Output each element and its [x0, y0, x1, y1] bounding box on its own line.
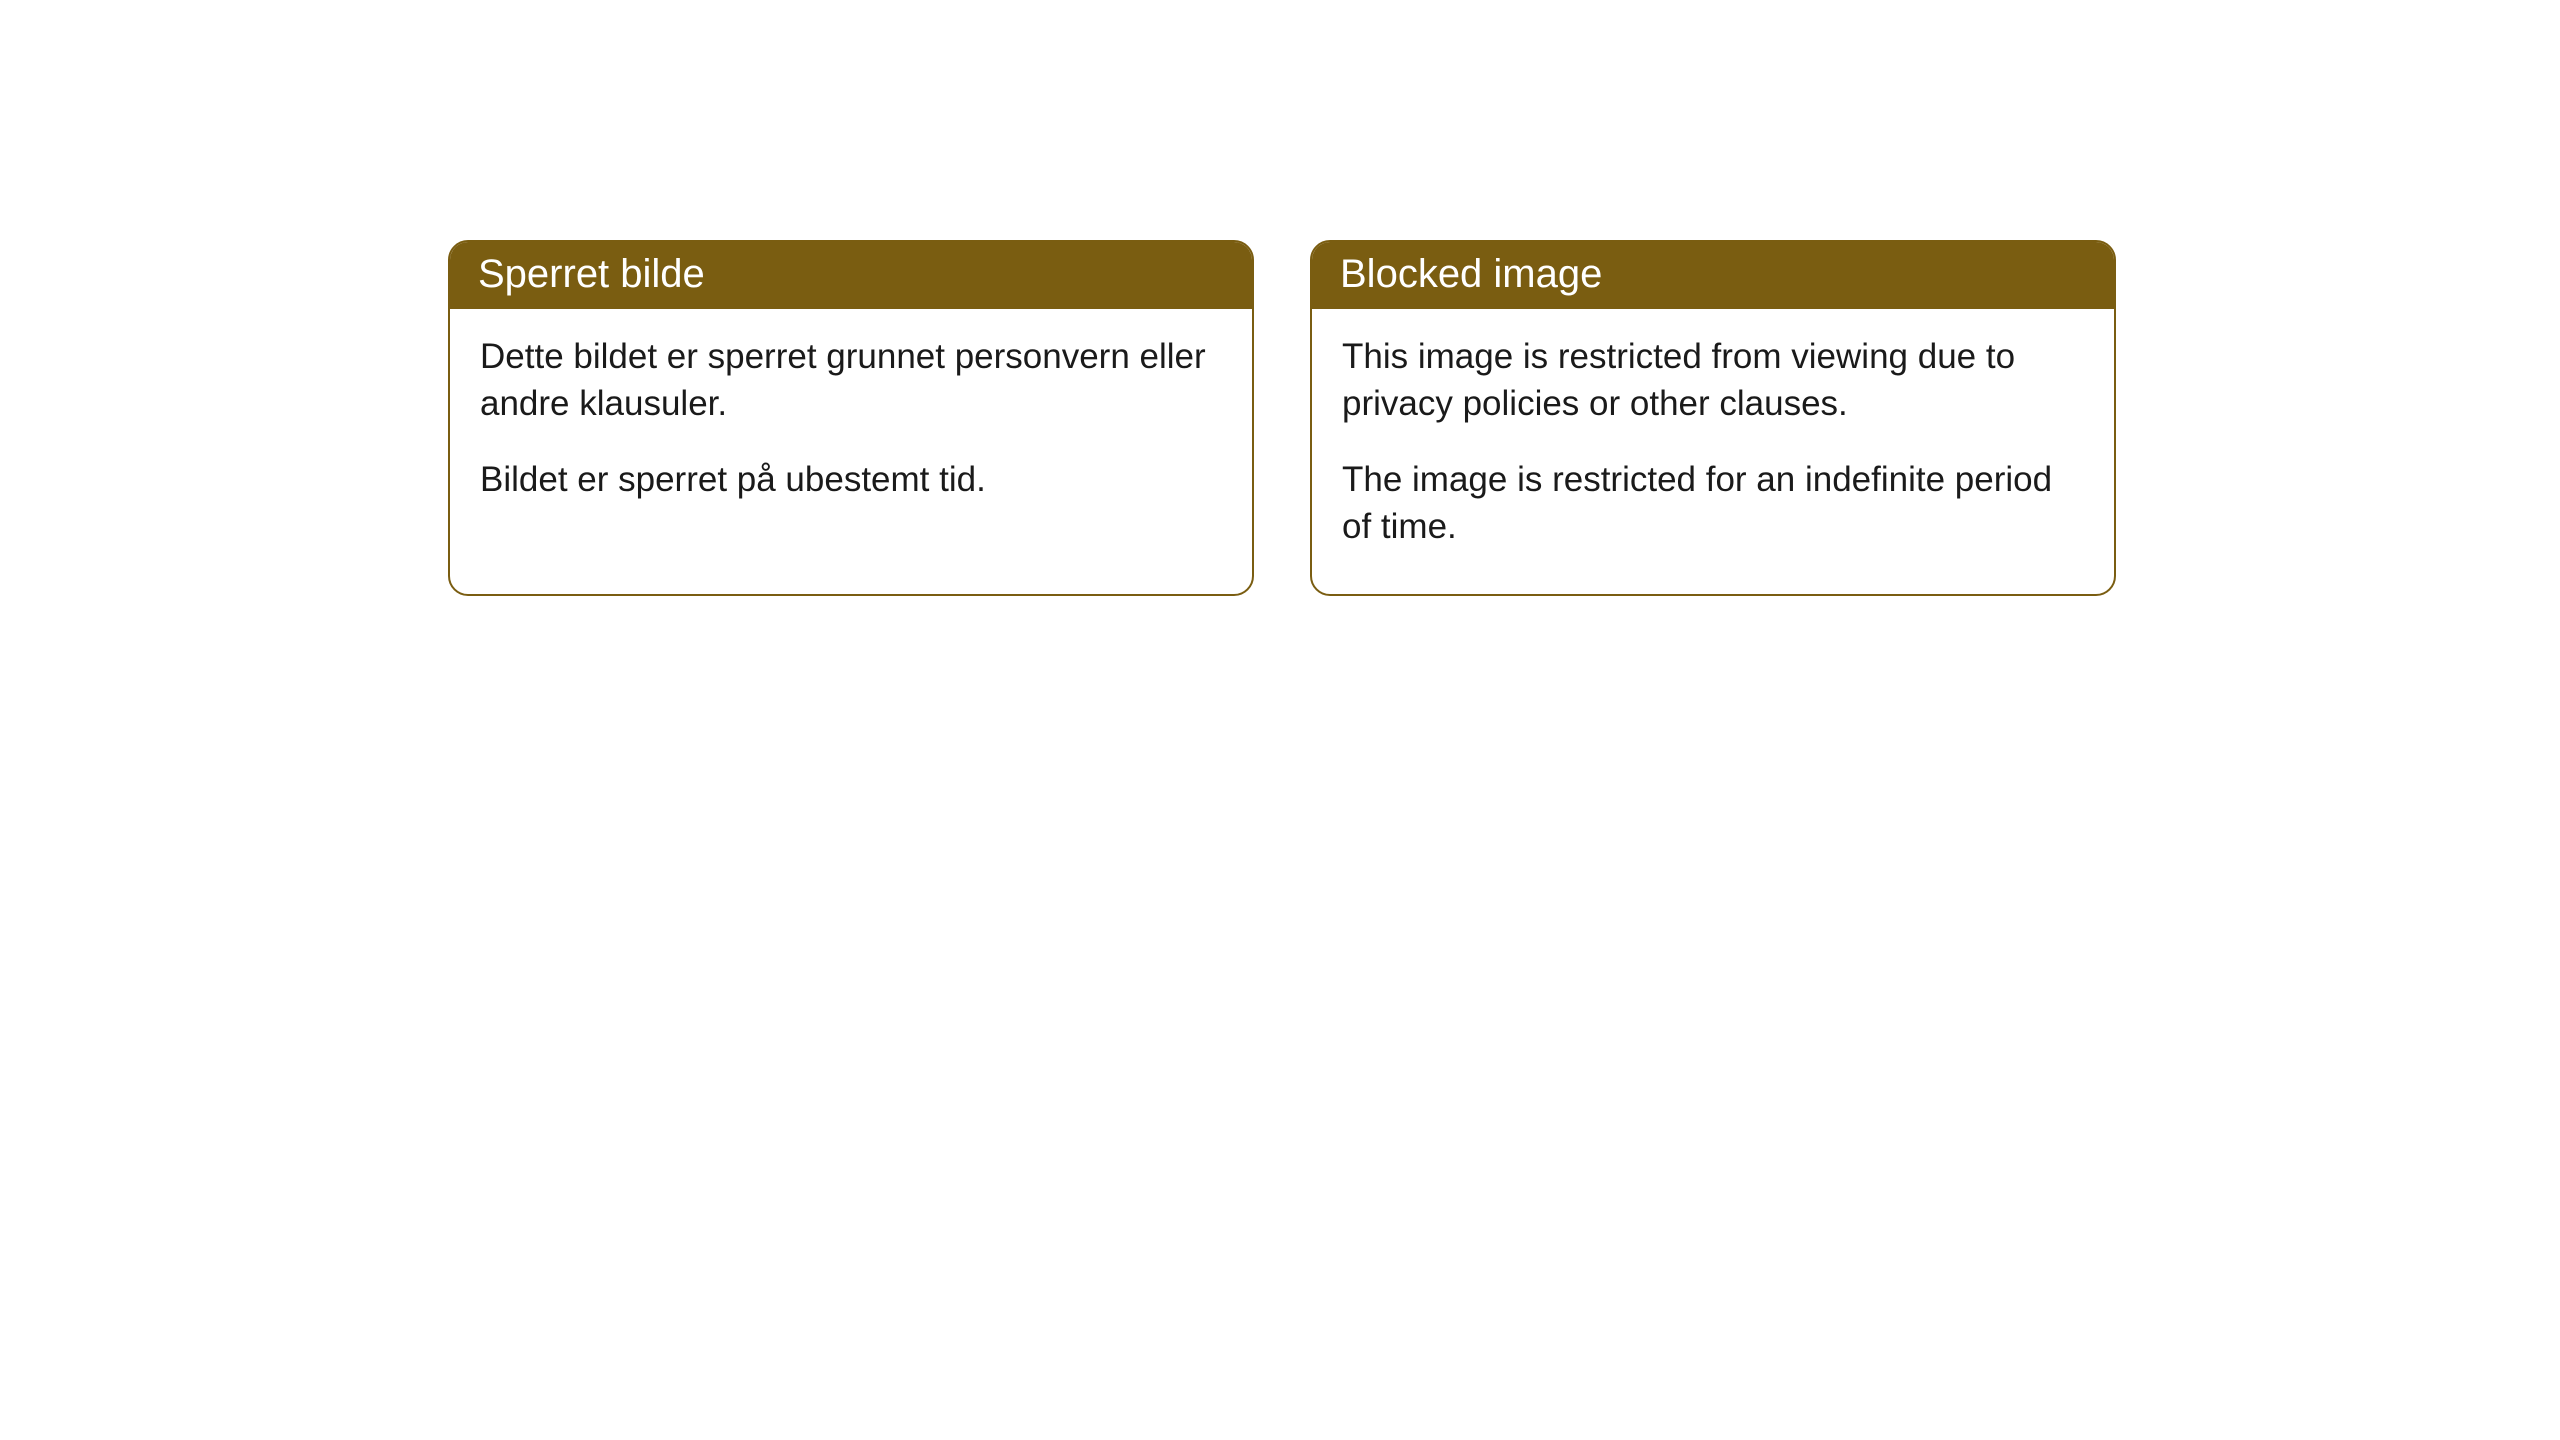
card-title: Blocked image: [1340, 252, 1602, 296]
card-paragraph: Bildet er sperret på ubestemt tid.: [480, 456, 1222, 503]
card-body: Dette bildet er sperret grunnet personve…: [450, 309, 1252, 547]
card-paragraph: This image is restricted from viewing du…: [1342, 333, 2084, 428]
card-title: Sperret bilde: [478, 252, 705, 296]
card-body: This image is restricted from viewing du…: [1312, 309, 2114, 594]
card-paragraph: Dette bildet er sperret grunnet personve…: [480, 333, 1222, 428]
notice-container: Sperret bilde Dette bildet er sperret gr…: [0, 0, 2560, 596]
card-header: Blocked image: [1312, 242, 2114, 309]
blocked-image-card-no: Sperret bilde Dette bildet er sperret gr…: [448, 240, 1254, 596]
card-header: Sperret bilde: [450, 242, 1252, 309]
card-paragraph: The image is restricted for an indefinit…: [1342, 456, 2084, 551]
blocked-image-card-en: Blocked image This image is restricted f…: [1310, 240, 2116, 596]
